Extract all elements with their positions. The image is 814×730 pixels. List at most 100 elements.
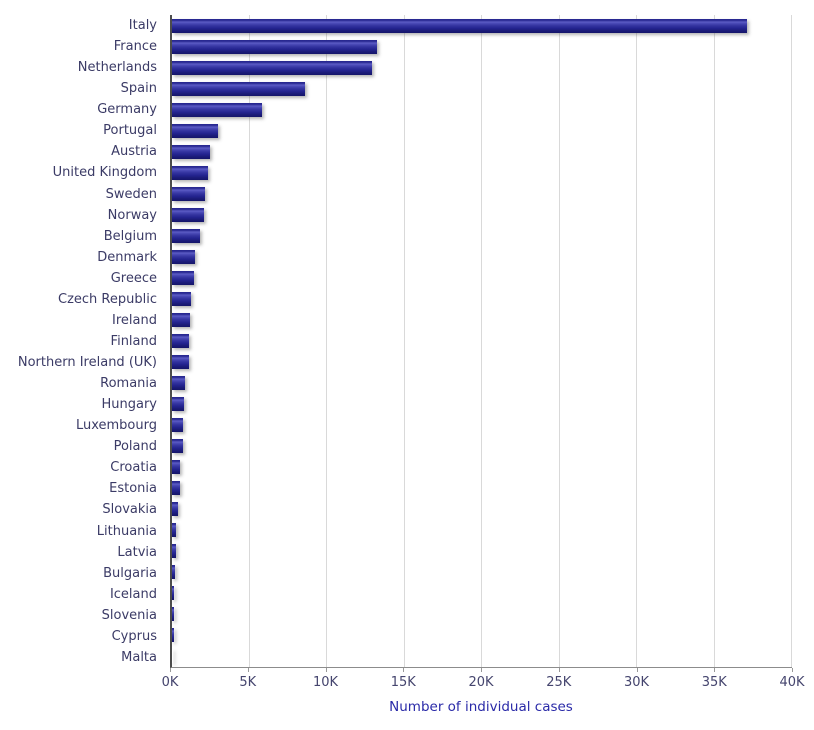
gridline <box>636 15 637 667</box>
bar-row-cyprus <box>172 625 792 646</box>
category-label-bulgaria: Bulgaria <box>103 565 157 581</box>
category-label-spain: Spain <box>120 81 157 97</box>
bar-row-belgium <box>172 225 792 246</box>
bar-czech-republic[interactable] <box>172 291 191 306</box>
bar-ireland[interactable] <box>172 312 190 327</box>
bar-row-germany <box>172 99 792 120</box>
bar-croatia[interactable] <box>172 460 181 475</box>
bar-belgium[interactable] <box>172 228 200 243</box>
category-label-belgium: Belgium <box>103 228 157 244</box>
bar-row-austria <box>172 141 792 162</box>
bar-iceland[interactable] <box>172 586 175 601</box>
bar-row-france <box>172 36 792 57</box>
bar-united-kingdom[interactable] <box>172 165 208 180</box>
x-tick-label-40k: 40K <box>779 675 805 690</box>
bar-latvia[interactable] <box>172 544 177 559</box>
bar-row-spain <box>172 78 792 99</box>
bar-row-bulgaria <box>172 562 792 583</box>
x-tick-label-30k: 30K <box>623 675 650 690</box>
bar-finland[interactable] <box>172 333 190 348</box>
bar-netherlands[interactable] <box>172 60 372 75</box>
bar-denmark[interactable] <box>172 249 196 264</box>
gridline <box>248 15 250 667</box>
bar-row-poland <box>172 436 792 457</box>
bar-bulgaria[interactable] <box>172 565 176 580</box>
bar-row-hungary <box>172 394 792 415</box>
x-tick-mark <box>481 668 482 672</box>
bar-poland[interactable] <box>172 439 183 454</box>
x-tick-mark <box>170 668 171 672</box>
category-label-sweden: Sweden <box>105 186 157 202</box>
x-tick-mark <box>558 668 560 672</box>
gridline <box>481 15 482 667</box>
bar-row-malta <box>172 646 792 667</box>
x-axis: 0K 5K 10K 15K 20K 25K 30K 35K 40K <box>162 668 805 698</box>
bar-row-italy <box>172 15 792 36</box>
category-label-portugal: Portugal <box>103 123 157 139</box>
category-label-poland: Poland <box>113 439 157 455</box>
category-label-estonia: Estonia <box>109 481 157 497</box>
category-label-greece: Greece <box>110 270 157 286</box>
category-label-croatia: Croatia <box>110 460 157 476</box>
bar-rows <box>172 15 792 667</box>
bar-row-romania <box>172 373 792 394</box>
category-label-france: France <box>113 39 157 55</box>
bar-germany[interactable] <box>172 102 262 117</box>
bar-austria[interactable] <box>172 144 210 159</box>
bar-luxembourg[interactable] <box>172 418 183 433</box>
bar-row-portugal <box>172 120 792 141</box>
x-tick-label-15k: 15K <box>390 675 416 690</box>
category-label-northern-ireland-uk: Northern Ireland (UK) <box>17 355 157 371</box>
bar-row-denmark <box>172 246 792 267</box>
category-label-cyprus: Cyprus <box>111 628 157 644</box>
bar-cyprus[interactable] <box>172 628 174 643</box>
category-label-slovenia: Slovenia <box>101 607 157 623</box>
bar-row-croatia <box>172 457 792 478</box>
bar-portugal[interactable] <box>172 123 218 138</box>
bar-italy[interactable] <box>172 18 748 33</box>
bar-romania[interactable] <box>172 376 186 391</box>
category-label-norway: Norway <box>107 207 157 223</box>
gridline <box>558 15 560 667</box>
bar-hungary[interactable] <box>172 397 185 412</box>
category-label-germany: Germany <box>97 102 157 118</box>
bar-spain[interactable] <box>172 81 306 96</box>
bar-sweden[interactable] <box>172 186 206 201</box>
bar-estonia[interactable] <box>172 481 181 496</box>
bar-row-greece <box>172 267 792 288</box>
bar-northern-ireland-uk[interactable] <box>172 355 189 370</box>
bar-greece[interactable] <box>172 270 195 285</box>
bar-slovakia[interactable] <box>172 502 178 517</box>
category-label-italy: Italy <box>128 18 157 34</box>
gridline <box>403 15 405 667</box>
x-tick-mark <box>636 668 638 672</box>
bar-lithuania[interactable] <box>172 523 177 538</box>
x-tick-label-35k: 35K <box>701 675 727 690</box>
x-tick-label-20k: 20K <box>468 675 494 690</box>
category-label-slovakia: Slovakia <box>102 502 157 518</box>
bar-row-slovakia <box>172 499 792 520</box>
y-axis-labels: Italy France Netherlands Spain Germany Portug… <box>0 15 164 668</box>
bar-norway[interactable] <box>172 207 204 222</box>
x-tick-label-0k: 0K <box>161 675 179 690</box>
plot-area <box>170 15 792 668</box>
bar-row-latvia <box>172 541 792 562</box>
category-label-austria: Austria <box>111 144 157 160</box>
bar-row-northern-ireland-uk <box>172 352 792 373</box>
bar-france[interactable] <box>172 39 377 54</box>
bar-row-luxembourg <box>172 415 792 436</box>
bar-slovenia[interactable] <box>172 607 174 622</box>
x-tick-mark <box>325 668 327 672</box>
bar-row-united-kingdom <box>172 162 792 183</box>
x-tick-label-5k: 5K <box>239 675 257 690</box>
category-label-iceland: Iceland <box>109 586 157 602</box>
x-tick-mark <box>247 668 249 672</box>
category-label-denmark: Denmark <box>97 249 157 265</box>
category-label-czech-republic: Czech Republic <box>58 291 157 307</box>
bar-row-czech-republic <box>172 288 792 309</box>
gridline <box>791 15 792 667</box>
category-label-luxembourg: Luxembourg <box>75 418 157 434</box>
x-tick-label-25k: 25K <box>546 675 572 690</box>
gridline <box>713 15 715 667</box>
